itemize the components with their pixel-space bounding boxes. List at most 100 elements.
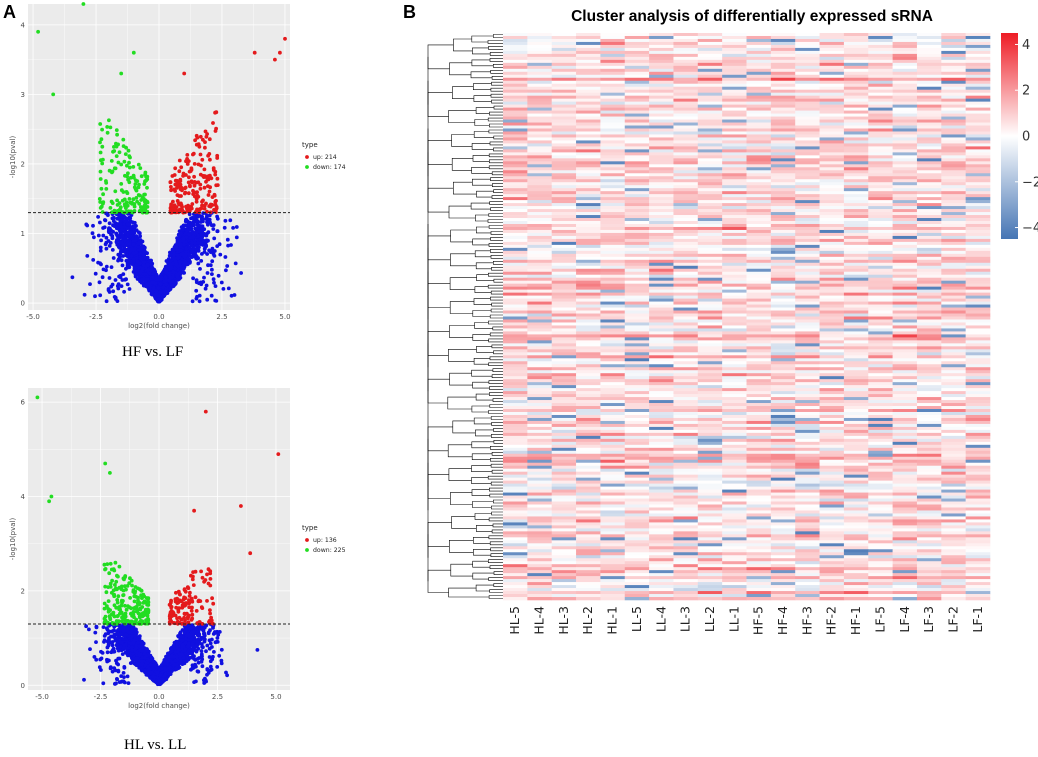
point-down	[97, 197, 102, 201]
point-down	[112, 149, 117, 153]
point-ns	[88, 282, 92, 286]
point-up	[186, 180, 191, 185]
point-ns	[149, 263, 154, 267]
point-ns	[218, 252, 223, 257]
point-down	[145, 199, 150, 204]
point-down	[119, 209, 123, 214]
point-ns	[119, 674, 124, 678]
point-ns	[104, 299, 109, 304]
point-ns	[184, 235, 189, 240]
point-ns	[193, 226, 198, 231]
point-down	[122, 159, 127, 164]
point-up	[213, 172, 218, 177]
point-ns	[115, 299, 120, 303]
point-down	[100, 127, 104, 132]
point-ns	[171, 255, 176, 260]
point-ns	[107, 244, 112, 248]
point-ns	[200, 252, 204, 256]
point-ns	[198, 237, 203, 242]
point-ns	[111, 215, 116, 220]
point-ns	[84, 624, 88, 629]
point-ns	[134, 256, 139, 260]
point-ns	[88, 647, 92, 651]
point-down	[119, 182, 124, 186]
point-ns	[109, 634, 113, 639]
point-ns	[191, 223, 196, 228]
point-ns	[188, 228, 193, 232]
point-ns	[187, 252, 191, 256]
point-ns	[175, 236, 180, 241]
point-ns	[118, 213, 122, 218]
point-ns	[101, 267, 106, 272]
point-down	[116, 160, 121, 165]
point-down	[132, 202, 137, 207]
point-down	[99, 137, 104, 142]
point-up	[181, 174, 186, 178]
point-ns	[202, 681, 207, 685]
point-down	[134, 196, 139, 200]
point-ns	[158, 282, 163, 287]
point-up	[212, 193, 217, 198]
point-ns	[120, 652, 125, 656]
point-up	[211, 166, 216, 171]
point-up	[211, 121, 215, 125]
point-ns	[161, 285, 166, 290]
point-down	[132, 175, 136, 180]
point-ns	[140, 257, 144, 261]
point-ns	[183, 628, 188, 633]
point-ns	[102, 640, 106, 644]
point-ns	[182, 240, 187, 244]
point-ns	[215, 665, 220, 669]
point-ns	[139, 280, 144, 285]
point-up	[179, 201, 183, 206]
point-ns	[199, 649, 204, 653]
point-ns	[108, 241, 113, 245]
point-ns	[239, 271, 244, 275]
point-up	[187, 175, 191, 180]
point-ns	[112, 666, 117, 670]
point-ns	[213, 284, 218, 288]
point-ns	[141, 245, 146, 250]
point-ns	[190, 299, 195, 304]
point-down	[112, 166, 117, 171]
point-ns	[173, 258, 178, 263]
point-down	[114, 141, 118, 146]
point-ns	[211, 227, 216, 231]
point-ns	[231, 226, 236, 230]
point-up	[189, 166, 194, 171]
point-ns	[121, 272, 126, 276]
point-ns	[123, 215, 127, 220]
point-ns	[130, 220, 135, 225]
point-up	[179, 165, 184, 170]
point-up	[202, 185, 207, 190]
point-ns	[113, 682, 117, 686]
point-down	[144, 174, 149, 179]
point-ns	[123, 230, 128, 235]
point-up	[208, 202, 213, 207]
point-ns	[204, 243, 209, 248]
point-ns	[101, 233, 106, 238]
point-up	[196, 162, 201, 167]
point-ns	[131, 257, 136, 262]
point-ns	[205, 271, 210, 275]
point-ns	[114, 239, 119, 244]
point-down	[137, 201, 142, 206]
point-down	[51, 92, 56, 97]
point-ns	[104, 264, 109, 269]
point-ns	[119, 258, 124, 263]
y-tick-label: 3	[21, 91, 25, 99]
point-ns	[99, 238, 103, 243]
point-ns	[198, 267, 202, 271]
point-ns	[159, 275, 164, 279]
point-up	[213, 202, 218, 207]
point-ns	[118, 275, 123, 280]
point-ns	[193, 247, 198, 252]
point-ns	[205, 252, 210, 256]
point-ns	[198, 214, 203, 218]
point-ns	[200, 664, 205, 669]
point-up	[202, 206, 207, 211]
x-tick-label: -5.0	[35, 693, 49, 701]
point-ns	[110, 248, 115, 252]
point-ns	[151, 286, 156, 291]
